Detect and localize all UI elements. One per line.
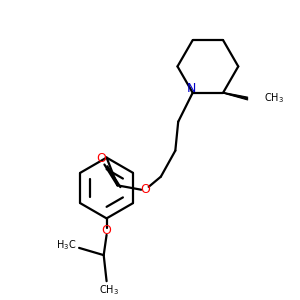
- Text: N: N: [187, 82, 196, 95]
- Text: CH$_3$: CH$_3$: [100, 283, 119, 297]
- Text: O: O: [96, 152, 106, 165]
- Text: H$_3$C: H$_3$C: [56, 239, 76, 253]
- Text: O: O: [102, 224, 112, 237]
- Text: CH$_3$: CH$_3$: [264, 92, 284, 105]
- Text: O: O: [140, 183, 150, 196]
